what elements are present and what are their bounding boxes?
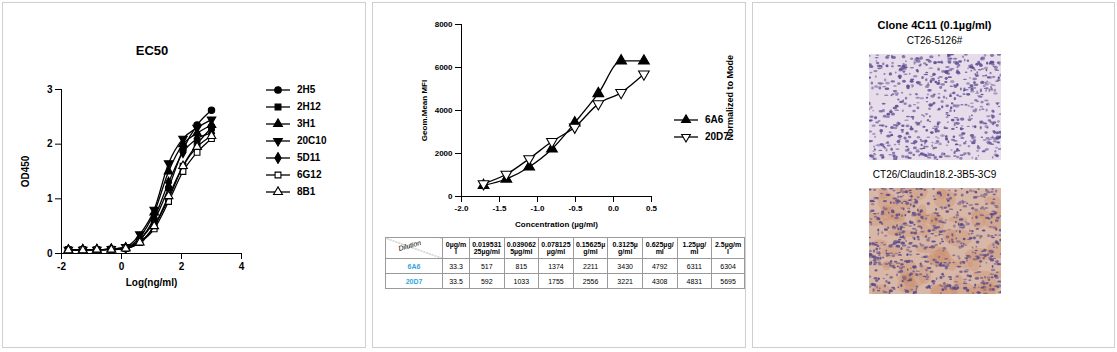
html-text:592: 592 <box>481 277 493 285</box>
svg-text:1: 1 <box>47 193 53 204</box>
svg-text:4000: 4000 <box>435 106 453 115</box>
svg-text:-2: -2 <box>57 261 66 272</box>
html-text:CT26-5126#: CT26-5126# <box>906 35 963 46</box>
html-text:3430: 3430 <box>617 262 633 270</box>
html-text:0.078125µg/ml: 0.078125µg/ml <box>541 241 571 255</box>
html-text:4831: 4831 <box>686 277 703 285</box>
html-text:1.25µg/ml: 1.25µg/ml <box>682 241 707 255</box>
html-text:1374: 1374 <box>548 262 564 270</box>
svg-text:2: 2 <box>47 138 53 149</box>
html-text:2H5: 2H5 <box>297 84 316 95</box>
html-text:33.5: 33.5 <box>449 277 463 285</box>
html-text:1033: 1033 <box>513 277 530 285</box>
html-text:Clone 4C11 (0.1µg/ml): Clone 4C11 (0.1µg/ml) <box>877 19 992 31</box>
svg-text:Geom.Mean MFI: Geom.Mean MFI <box>420 80 429 141</box>
html-text:4308: 4308 <box>651 277 668 285</box>
html-text:1755: 1755 <box>548 277 564 285</box>
svg-text:2000: 2000 <box>435 149 453 158</box>
html-text:5D11: 5D11 <box>297 152 321 163</box>
html-text:20D7: 20D7 <box>405 277 423 285</box>
html-text:EC50: EC50 <box>135 43 169 58</box>
html-text:4792: 4792 <box>651 262 668 270</box>
html-text:20C10: 20C10 <box>297 135 327 146</box>
html-text:0.625µg/ml: 0.625µg/ml <box>645 241 674 255</box>
html-text:6A6: 6A6 <box>705 114 724 125</box>
html-text:6A6: 6A6 <box>407 262 421 270</box>
svg-text:Concentration (µg/ml): Concentration (µg/ml) <box>515 220 598 229</box>
html-text:2.5µg/ml: 2.5µg/ml <box>715 241 742 255</box>
svg-text:Log(ng/ml): Log(ng/ml) <box>126 277 178 288</box>
html-text:3221: 3221 <box>617 277 633 285</box>
html-text:6304: 6304 <box>720 262 736 270</box>
svg-text:4: 4 <box>239 261 245 272</box>
svg-text:-2.0: -2.0 <box>455 204 469 213</box>
svg-text:0.0: 0.0 <box>608 204 620 213</box>
html-text:5695: 5695 <box>720 277 736 285</box>
html-text:517: 517 <box>481 262 493 270</box>
html-text:Dilution: Dilution <box>397 238 422 253</box>
html-text:6311: 6311 <box>686 262 702 270</box>
html-text:0.01953125µg/ml: 0.01953125µg/ml <box>472 241 502 255</box>
html-text:0.3125µg/ml: 0.3125µg/ml <box>612 241 638 255</box>
html-text:20D7: 20D7 <box>705 131 729 142</box>
html-text:0µg/ml: 0µg/ml <box>445 241 467 255</box>
html-text:8B1: 8B1 <box>297 186 316 197</box>
html-text:CT26/Claudin18.2-3B5-3C9: CT26/Claudin18.2-3B5-3C9 <box>872 169 997 180</box>
html-text:3H1: 3H1 <box>297 118 316 129</box>
svg-text:0: 0 <box>47 248 53 259</box>
html-text:815: 815 <box>515 262 528 270</box>
svg-text:2: 2 <box>179 261 185 272</box>
html-text:33.3: 33.3 <box>449 262 463 270</box>
svg-text:8000: 8000 <box>435 20 453 29</box>
svg-text:-1.0: -1.0 <box>531 204 545 213</box>
svg-text:-1.5: -1.5 <box>493 204 507 213</box>
svg-text:OD450: OD450 <box>20 155 31 187</box>
html-text:2211: 2211 <box>583 262 599 270</box>
html-text:6G12: 6G12 <box>297 169 322 180</box>
html-text:2556: 2556 <box>582 277 599 285</box>
svg-text:6000: 6000 <box>435 63 453 72</box>
html-text:0.15625µg/ml: 0.15625µg/ml <box>575 241 606 255</box>
svg-text:0: 0 <box>448 192 453 201</box>
svg-text:0.5: 0.5 <box>646 204 658 213</box>
svg-text:0: 0 <box>119 261 125 272</box>
svg-text:-0.5: -0.5 <box>569 204 583 213</box>
html-text:2H12: 2H12 <box>297 101 321 112</box>
html-text:0.0390625µg/ml: 0.0390625µg/ml <box>506 241 536 255</box>
html-text:Normalized to Mode: Normalized to Mode <box>725 55 735 141</box>
svg-text:3: 3 <box>47 84 53 95</box>
